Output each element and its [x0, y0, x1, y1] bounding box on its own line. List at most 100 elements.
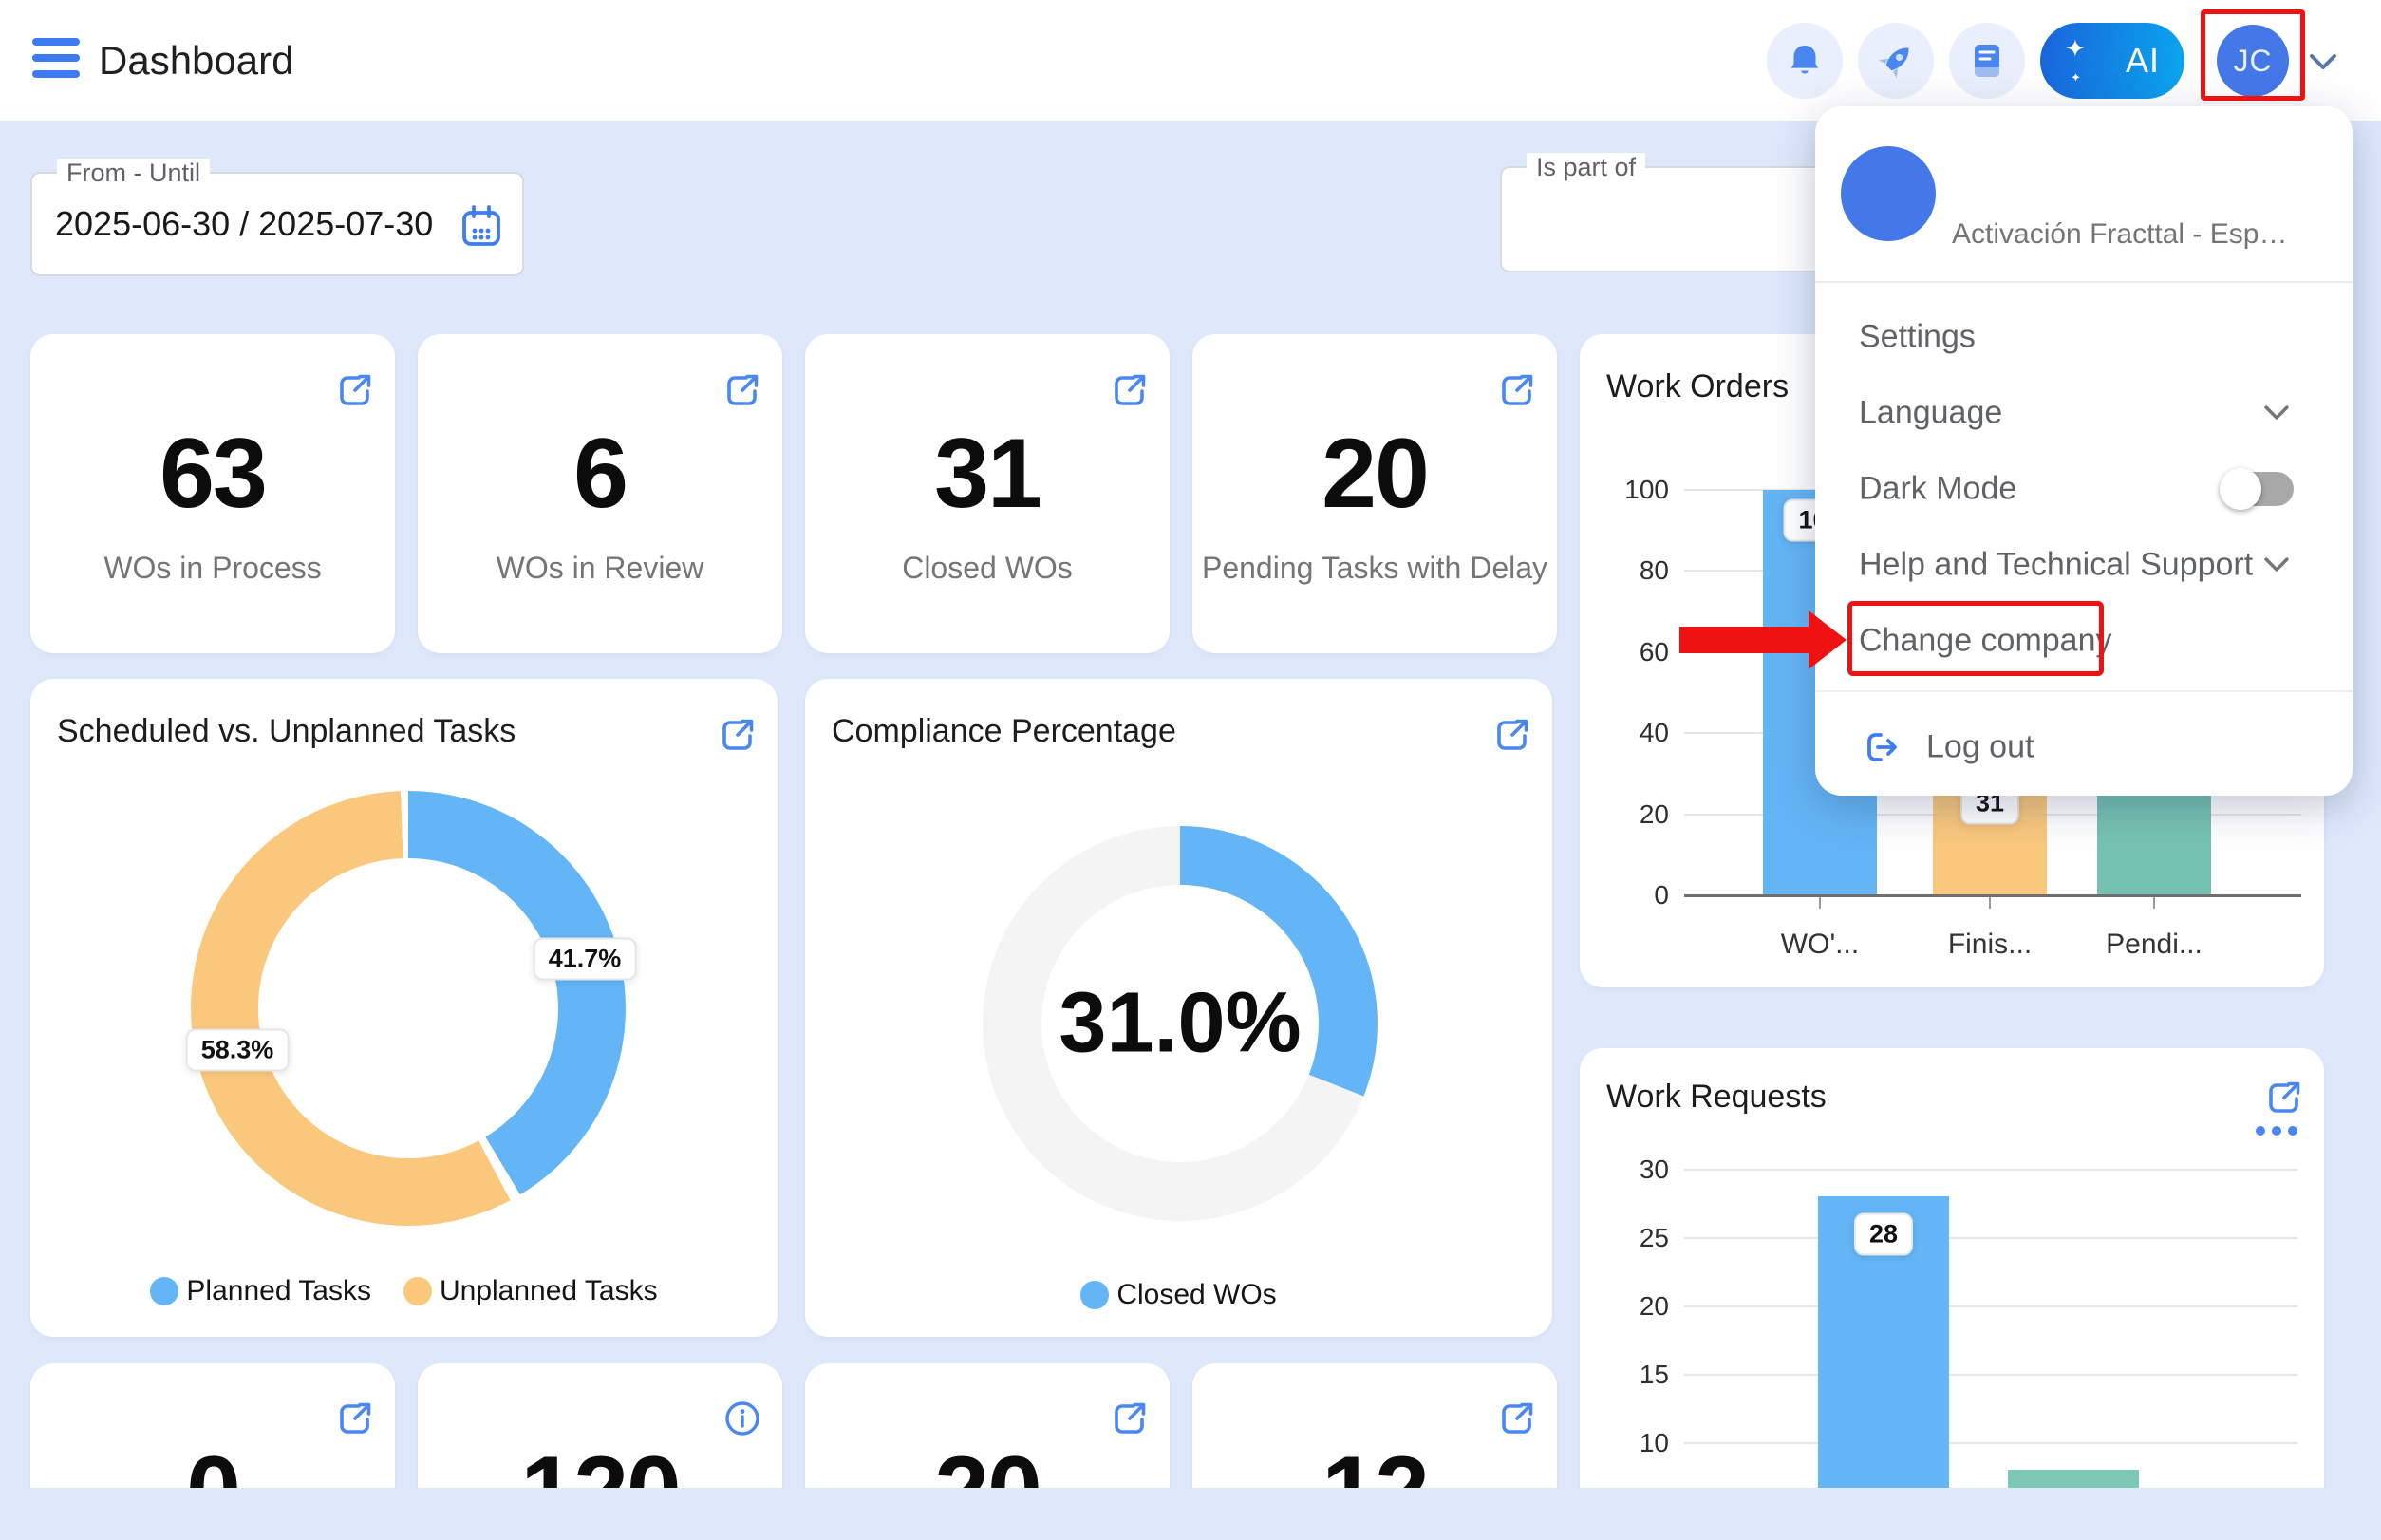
legend-dot-blue — [1080, 1281, 1110, 1309]
ai-button-label: AI — [2125, 41, 2160, 80]
external-link-icon[interactable] — [334, 369, 376, 411]
y-tick: 15 — [1639, 1360, 1669, 1389]
user-avatar[interactable]: JC — [2217, 25, 2289, 97]
date-range-field[interactable]: From - Until 2025-06-30 / 2025-07-30 — [30, 159, 524, 276]
external-link-icon[interactable] — [1491, 714, 1533, 756]
calendar-icon[interactable] — [458, 202, 505, 250]
gridline — [1684, 1374, 2297, 1376]
kpi-value: 63 — [159, 419, 268, 529]
y-tick: 20 — [1639, 1291, 1669, 1321]
is-part-of-label: Is part of — [1527, 153, 1646, 182]
user-dropdown-menu: Activación Fracttal - Esp… Settings Lang… — [1815, 106, 2353, 796]
sparkle-icon: ✦ — [2065, 34, 2086, 63]
chart-legend: Planned Tasks Unplanned Tasks — [30, 1275, 778, 1307]
gridline — [1684, 1169, 2297, 1171]
external-link-icon[interactable] — [334, 1398, 376, 1439]
menu-item-help[interactable]: Help and Technical Support — [1815, 531, 2353, 599]
legend-label: Unplanned Tasks — [439, 1275, 658, 1306]
work-requests-card: Work Requests 30 25 20 15 10 28 — [1580, 1048, 2324, 1488]
x-category-label: Pendi... — [2106, 929, 2203, 960]
scheduled-vs-unplanned-card: Scheduled vs. Unplanned Tasks 41.7% 58.3… — [30, 679, 778, 1337]
y-tick: 0 — [1654, 880, 1669, 910]
legend-item-unplanned[interactable]: Unplanned Tasks — [403, 1275, 658, 1307]
kpi-card-wos-in-process: 63 WOs in Process — [30, 334, 395, 653]
kpi-card-bottom-3: 20 — [805, 1363, 1170, 1488]
legend-dot-orange — [403, 1277, 432, 1305]
kpi-label: Closed WOs — [902, 551, 1073, 585]
legend-item-closed-wos[interactable]: Closed WOs — [1080, 1279, 1277, 1311]
kpi-value: 120 — [418, 1436, 782, 1488]
menu-item-change-company[interactable]: Change company — [1859, 622, 2112, 659]
chart-options-menu-icon[interactable] — [2256, 1126, 2297, 1136]
donut-hole — [258, 858, 558, 1158]
gridline — [1684, 1305, 2297, 1307]
annotation-box-change-company — [1847, 601, 2104, 676]
menu-item-settings[interactable]: Settings — [1859, 318, 1976, 355]
kpi-label: Pending Tasks with Delay — [1201, 551, 1548, 585]
chart-title: Compliance Percentage — [832, 713, 1176, 749]
menu-divider — [1815, 690, 2353, 692]
annotation-box-avatar — [2201, 9, 2305, 101]
kpi-card-wos-in-review: 6 WOs in Review — [418, 334, 782, 653]
chevron-down-icon — [2264, 405, 2289, 420]
notifications-button[interactable] — [1767, 23, 1843, 99]
external-link-icon[interactable] — [1109, 1398, 1151, 1439]
kpi-value: 20 — [805, 1436, 1170, 1488]
logout-icon — [1867, 733, 1897, 761]
menu-item-logout[interactable]: Log out — [1815, 713, 2353, 781]
sparkle-small-icon: ✦ — [2071, 70, 2081, 85]
legend-item-planned[interactable]: Planned Tasks — [150, 1275, 371, 1307]
whats-new-button[interactable] — [1858, 23, 1934, 99]
y-tick: 100 — [1624, 475, 1669, 504]
kpi-card-pending-tasks-delay: 20 Pending Tasks with Delay — [1192, 334, 1557, 653]
gridline — [1684, 1442, 2297, 1444]
y-tick: 25 — [1639, 1223, 1669, 1252]
kpi-value: 20 — [1322, 419, 1430, 529]
hamburger-menu-icon[interactable] — [32, 38, 80, 84]
dark-mode-toggle[interactable] — [2220, 468, 2294, 510]
y-tick: 60 — [1639, 637, 1669, 667]
external-link-icon[interactable] — [717, 714, 759, 756]
annotation-arrow-shaft — [1679, 627, 1818, 653]
external-link-icon[interactable] — [2263, 1077, 2305, 1118]
x-tick-mark — [1989, 897, 1991, 909]
gridline — [1684, 1237, 2297, 1239]
x-tick-mark — [1819, 897, 1821, 909]
rocket-icon — [1878, 47, 1909, 79]
legend-dot-blue — [150, 1277, 179, 1305]
avatar-initials: JC — [2233, 43, 2273, 78]
legend-label: Closed WOs — [1116, 1279, 1277, 1310]
chart-title: Work Requests — [1606, 1079, 1827, 1115]
chart-title: Scheduled vs. Unplanned Tasks — [57, 713, 516, 749]
external-link-icon[interactable] — [1496, 369, 1538, 411]
x-tick-mark — [2153, 897, 2155, 909]
avatar-chevron-down-icon[interactable] — [2309, 53, 2337, 72]
external-link-icon[interactable] — [1496, 1398, 1538, 1439]
slice-label-unplanned: 58.3% — [185, 1028, 290, 1072]
x-category-label: WO'... — [1780, 929, 1860, 960]
ai-assistant-button[interactable]: ✦ ✦ AI — [2040, 23, 2184, 99]
menu-item-dark-mode[interactable]: Dark Mode — [1815, 455, 2353, 523]
external-link-icon[interactable] — [1109, 369, 1151, 411]
y-tick: 10 — [1639, 1428, 1669, 1457]
external-link-icon[interactable] — [722, 369, 763, 411]
y-tick: 40 — [1639, 718, 1669, 747]
info-icon[interactable] — [722, 1398, 763, 1439]
kpi-value: 0 — [30, 1436, 395, 1488]
y-tick: 30 — [1639, 1155, 1669, 1184]
release-notes-button[interactable] — [1949, 23, 2025, 99]
bar-work-requests-2[interactable] — [2008, 1470, 2139, 1488]
chevron-down-icon — [2264, 557, 2289, 572]
y-tick: 20 — [1639, 799, 1669, 829]
x-category-label: Finis... — [1947, 929, 2033, 960]
annotation-arrow-head — [1809, 610, 1847, 669]
top-app-bar: Dashboard — [0, 0, 2381, 121]
kpi-value: 12 — [1192, 1436, 1557, 1488]
kpi-label: WOs in Review — [496, 551, 704, 585]
slice-label-planned: 41.7% — [533, 937, 637, 981]
menu-item-language[interactable]: Language — [1815, 379, 2353, 447]
y-tick: 80 — [1639, 555, 1669, 585]
date-range-value: 2025-06-30 / 2025-07-30 — [55, 204, 434, 243]
kpi-card-bottom-2: 120 — [418, 1363, 782, 1488]
legend-label: Planned Tasks — [186, 1275, 371, 1306]
